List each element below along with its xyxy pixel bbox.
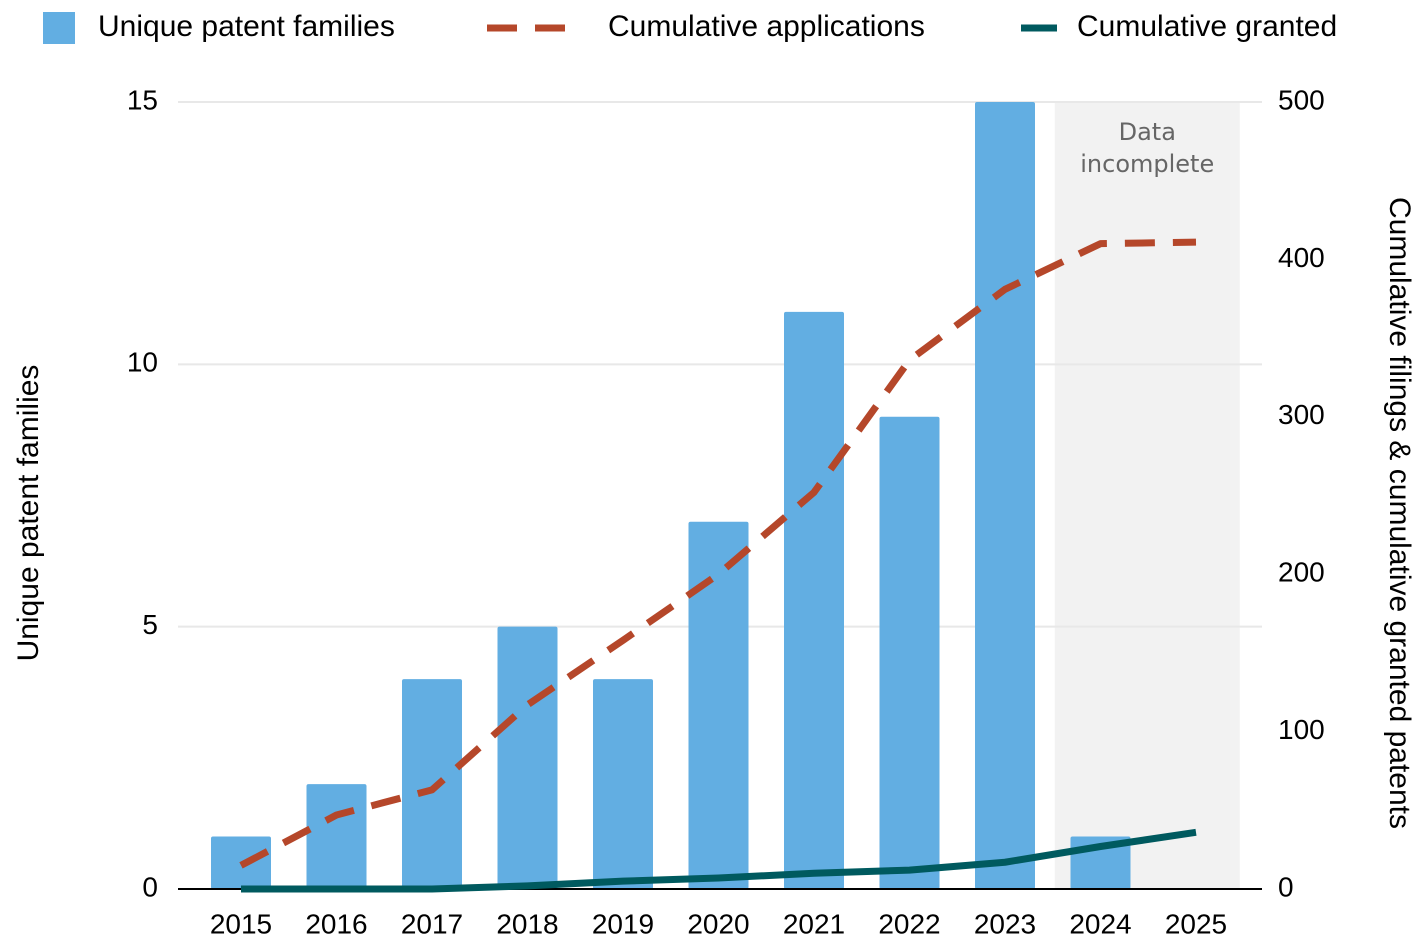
y2-tick-label: 0: [1278, 871, 1294, 902]
bar: [784, 311, 844, 889]
y2-tick-label: 500: [1278, 84, 1325, 115]
legend-label: Cumulative applications: [608, 10, 925, 43]
x-tick-label: 2023: [974, 908, 1036, 939]
legend-label: Cumulative granted: [1077, 10, 1337, 43]
bar: [306, 784, 367, 889]
y2-tick-label: 200: [1278, 557, 1325, 588]
x-tick-label: 2019: [592, 908, 654, 939]
x-tick-label: 2018: [496, 908, 558, 939]
y2-tick-label: 300: [1278, 399, 1325, 430]
y-tick-label: 15: [127, 84, 158, 115]
bar: [879, 416, 940, 889]
x-tick-label: 2024: [1069, 908, 1131, 939]
x-tick-label: 2022: [878, 908, 940, 939]
line-series: [241, 828, 1197, 893]
legend-swatch: [43, 12, 75, 44]
annotation: incomplete: [1080, 150, 1214, 178]
y2-axis-title: Cumulative filings & cumulative granted …: [1383, 197, 1416, 829]
y2-tick-label: 100: [1278, 714, 1325, 745]
y-tick-label: 0: [142, 871, 158, 902]
legend-label: Unique patent families: [98, 10, 395, 43]
x-tick-label: 2015: [210, 908, 272, 939]
x-tick-label: 2017: [401, 908, 463, 939]
line-series: [239, 238, 1197, 869]
bar: [402, 679, 462, 889]
bar: [593, 679, 653, 889]
annotation: Data: [1119, 118, 1176, 146]
x-tick-label: 2021: [783, 908, 845, 939]
y2-tick-label: 400: [1278, 242, 1325, 273]
bar: [688, 521, 749, 889]
x-tick-label: 2016: [305, 908, 367, 939]
bar: [497, 626, 558, 889]
x-tick-label: 2020: [687, 908, 749, 939]
y-tick-label: 10: [127, 347, 158, 378]
bar: [975, 102, 1035, 889]
x-tick-label: 2025: [1165, 908, 1227, 939]
shaded-region: [1054, 102, 1240, 889]
y-axis-title: Unique patent families: [12, 365, 45, 662]
y-tick-label: 5: [142, 609, 158, 640]
